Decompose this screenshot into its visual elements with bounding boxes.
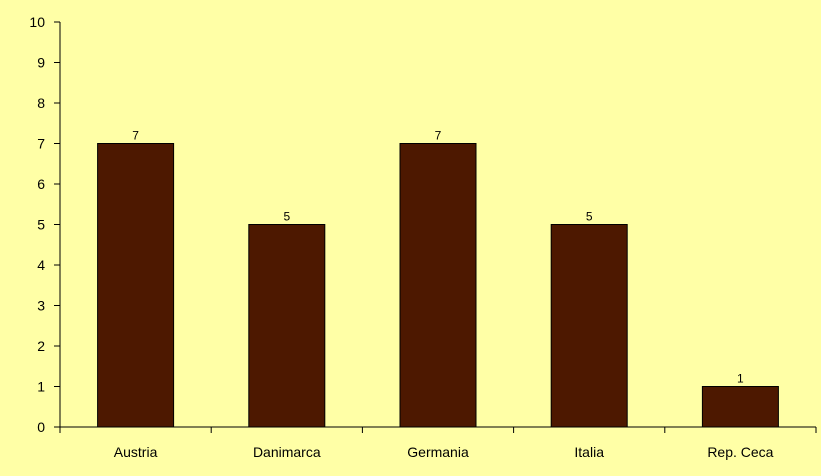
y-tick-label: 6	[37, 176, 45, 192]
y-tick-label: 3	[37, 298, 45, 314]
x-tick-label: Rep. Ceca	[707, 444, 773, 460]
y-tick-label: 10	[29, 14, 45, 30]
bar-rep-ceca	[701, 386, 779, 428]
x-axis: Austria Danimarca Germania Italia Rep. Ceca	[59, 426, 817, 460]
data-label: 7	[132, 129, 139, 143]
bar-italia	[550, 224, 628, 428]
y-tick-label: 1	[37, 379, 45, 395]
data-label: 7	[435, 129, 442, 143]
data-label: 1	[737, 372, 744, 386]
data-label: 5	[283, 210, 290, 224]
data-labels: 7 5 7 5 1	[132, 129, 744, 386]
y-tick-label: 0	[37, 419, 45, 435]
y-tick-label: 9	[37, 55, 45, 71]
y-tick-label: 2	[37, 338, 45, 354]
x-tick-label: Danimarca	[253, 444, 321, 460]
y-tick-label: 7	[37, 136, 45, 152]
y-axis: 0 1 2 3 4 5 6 7 8 9 10	[29, 14, 61, 435]
y-tick-label: 8	[37, 95, 45, 111]
y-tick-label: 5	[37, 217, 45, 233]
y-tick-label: 4	[37, 257, 45, 273]
data-label: 5	[586, 210, 593, 224]
bars	[97, 143, 779, 428]
bar-germania	[399, 143, 477, 428]
bar-danimarca	[248, 224, 326, 428]
x-tick-label: Italia	[574, 444, 604, 460]
x-tick-label: Austria	[114, 444, 158, 460]
bar-austria	[97, 143, 175, 428]
x-tick-label: Germania	[407, 444, 469, 460]
